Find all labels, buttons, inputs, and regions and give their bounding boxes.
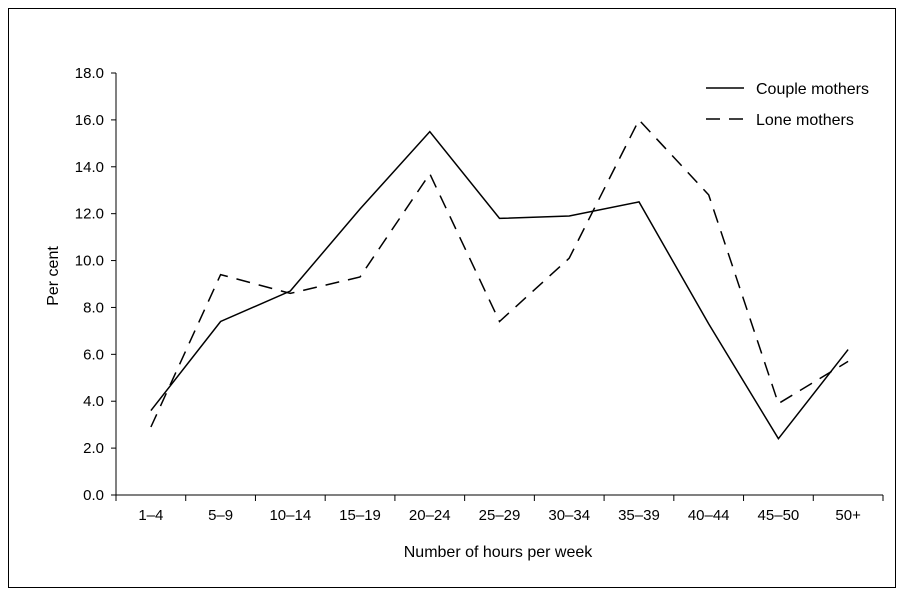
- x-tick-label: 35–39: [618, 507, 660, 524]
- y-tick-label: 16.0: [75, 112, 104, 129]
- y-tick-label: 0.0: [83, 487, 104, 504]
- x-tick-label: 1–4: [138, 507, 163, 524]
- chart-frame: [8, 8, 896, 588]
- x-axis-title: Number of hours per week: [404, 544, 594, 561]
- y-tick-label: 8.0: [83, 299, 104, 316]
- legend-label-lone-mothers: Lone mothers: [756, 112, 854, 129]
- y-tick-label: 2.0: [83, 440, 104, 457]
- x-tick-label: 45–50: [758, 507, 800, 524]
- y-axis-title: Per cent: [45, 246, 62, 306]
- y-tick-label: 6.0: [83, 346, 104, 363]
- y-axis: 0.0 2.0 4.0 6.0 8.0 10.0 12.0 14.0 16.0 18.0: [75, 65, 117, 504]
- x-tick-label: 50+: [835, 507, 861, 524]
- y-tick-label: 10.0: [75, 253, 104, 270]
- y-tick-label: 14.0: [75, 159, 104, 176]
- x-tick-label: 15–19: [339, 507, 381, 524]
- x-tick-label: 25–29: [479, 507, 521, 524]
- y-tick-label: 4.0: [83, 393, 104, 410]
- x-tick-label: 20–24: [409, 507, 451, 524]
- legend-label-couple-mothers: Couple mothers: [756, 81, 869, 98]
- y-tick-label: 12.0: [75, 206, 104, 223]
- x-tick-label: 40–44: [688, 507, 730, 524]
- x-tick-label: 30–34: [548, 507, 590, 524]
- series-line-couple-mothers: [150, 130, 849, 441]
- x-tick-label: 10–14: [269, 507, 311, 524]
- series-line-lone-mothers: [150, 118, 849, 428]
- series-layer: [150, 118, 849, 441]
- x-tick-label: 5–9: [208, 507, 233, 524]
- x-axis: 1–4 5–9 10–14 15–19 20–24 25–29 30–34 35–39 40–4…: [115, 494, 884, 524]
- y-tick-label: 18.0: [75, 65, 104, 82]
- legend: Couple mothers Lone mothers: [706, 81, 869, 129]
